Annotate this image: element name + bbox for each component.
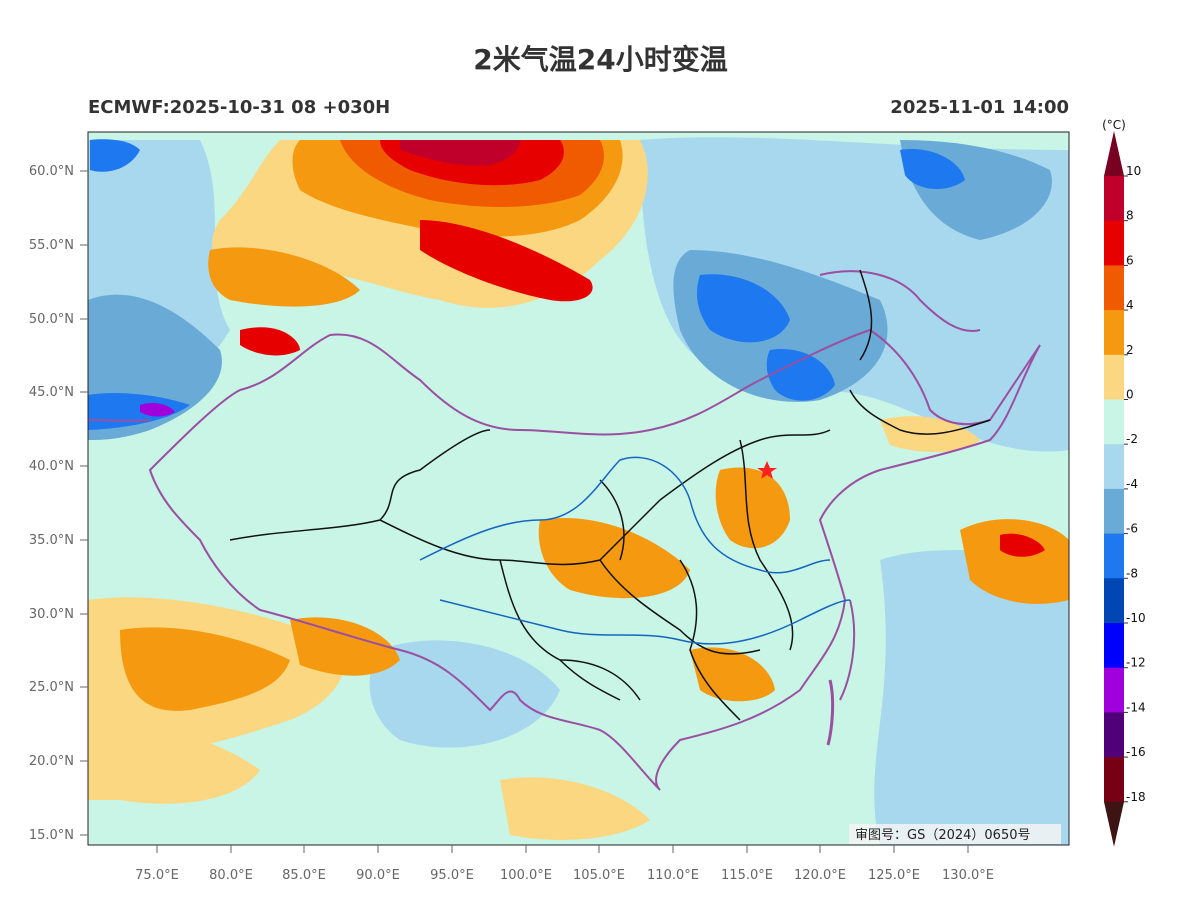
- colorbar-swatch: [1104, 533, 1124, 579]
- colorbar-label: -4: [1126, 477, 1138, 491]
- lat-tick-label: 40.0°N: [29, 459, 74, 474]
- lon-tick-label: 90.0°E: [356, 868, 400, 883]
- lat-tick-label: 25.0°N: [29, 680, 74, 695]
- map-frame: [87, 131, 1070, 846]
- lat-tick-label: 15.0°N: [29, 828, 74, 843]
- lon-tick-label: 115.0°E: [721, 868, 773, 883]
- approval-box: [849, 824, 1061, 844]
- colorbar-label: -16: [1126, 745, 1146, 759]
- longitude-axis: 75.0°E 80.0°E 85.0°E 90.0°E 95.0°E 100.0…: [135, 845, 994, 883]
- colorbar-bottom-arrow: [1104, 801, 1124, 847]
- lat-tick-label: 55.0°N: [29, 238, 74, 253]
- country-boundary: [148, 328, 1041, 791]
- colorbar-label: -14: [1126, 700, 1146, 714]
- colorbar-swatch: [1104, 265, 1124, 311]
- lon-tick-label: 95.0°E: [430, 868, 474, 883]
- colorbar-swatch: [1104, 578, 1124, 624]
- colorbar-swatch: [1104, 712, 1124, 758]
- capital-star-icon: [757, 461, 777, 479]
- colorbar-swatch: [1104, 623, 1124, 669]
- lat-tick-label: 60.0°N: [29, 164, 74, 179]
- map-title: 2米气温24小时变温: [473, 43, 728, 76]
- rivers: [419, 456, 851, 645]
- colorbar-label: 6: [1126, 253, 1134, 267]
- lat-tick-label: 45.0°N: [29, 385, 74, 400]
- map-field: [88, 132, 1069, 845]
- lat-tick-label: 20.0°N: [29, 754, 74, 769]
- colorbar-swatch: [1104, 488, 1124, 535]
- lon-tick-label: 110.0°E: [647, 868, 699, 883]
- valid-time-label: 2025-11-01 14:00: [890, 97, 1069, 118]
- colorbar-label: 2: [1126, 343, 1134, 357]
- colorbar-swatch: [1104, 354, 1124, 400]
- lon-tick-label: 85.0°E: [282, 868, 326, 883]
- colorbar-label: 10: [1126, 164, 1141, 178]
- colorbar-label: -8: [1126, 566, 1138, 580]
- lat-tick-label: 50.0°N: [29, 312, 74, 327]
- colorbar-label: 4: [1126, 298, 1134, 312]
- lon-tick-label: 120.0°E: [794, 868, 846, 883]
- lat-tick-label: 35.0°N: [29, 533, 74, 548]
- lon-tick-label: 130.0°E: [942, 868, 994, 883]
- model-run-label: ECMWF:2025-10-31 08 +030H: [88, 97, 391, 118]
- lat-tick-label: 30.0°N: [29, 607, 74, 622]
- colorbar-swatch: [1104, 444, 1124, 490]
- colorbar-swatch: [1104, 176, 1124, 222]
- latitude-axis: 60.0°N 55.0°N 50.0°N 45.0°N 40.0°N 35.0°…: [29, 164, 88, 843]
- colorbar-label: -12: [1126, 656, 1146, 670]
- colorbar-label: -10: [1126, 611, 1146, 625]
- colorbar-unit: (°C): [1102, 118, 1126, 132]
- lon-tick-label: 75.0°E: [135, 868, 179, 883]
- colorbar: (°C) 10 8 6 4 2 0 -2 -4 -6 -8 -10 -12 -14 -16 -18: [1102, 118, 1146, 847]
- lon-tick-label: 100.0°E: [500, 868, 552, 883]
- colorbar-swatch: [1104, 399, 1124, 445]
- colorbar-swatch: [1104, 310, 1124, 356]
- colorbar-top-arrow: [1104, 131, 1124, 176]
- colorbar-swatch: [1104, 757, 1124, 803]
- lon-tick-label: 105.0°E: [573, 868, 625, 883]
- colorbar-label: -18: [1126, 790, 1146, 804]
- colorbar-swatch: [1104, 220, 1124, 266]
- province-boundaries: [229, 269, 991, 721]
- approval-number: 审图号：GS（2024）0650号: [855, 828, 1031, 843]
- colorbar-swatch: [1104, 667, 1124, 713]
- lon-tick-label: 125.0°E: [868, 868, 920, 883]
- colorbar-label: 8: [1126, 209, 1134, 223]
- lon-tick-label: 80.0°E: [209, 868, 253, 883]
- colorbar-label: 0: [1126, 388, 1134, 402]
- colorbar-label: -6: [1126, 522, 1138, 536]
- colorbar-label: -2: [1126, 432, 1138, 446]
